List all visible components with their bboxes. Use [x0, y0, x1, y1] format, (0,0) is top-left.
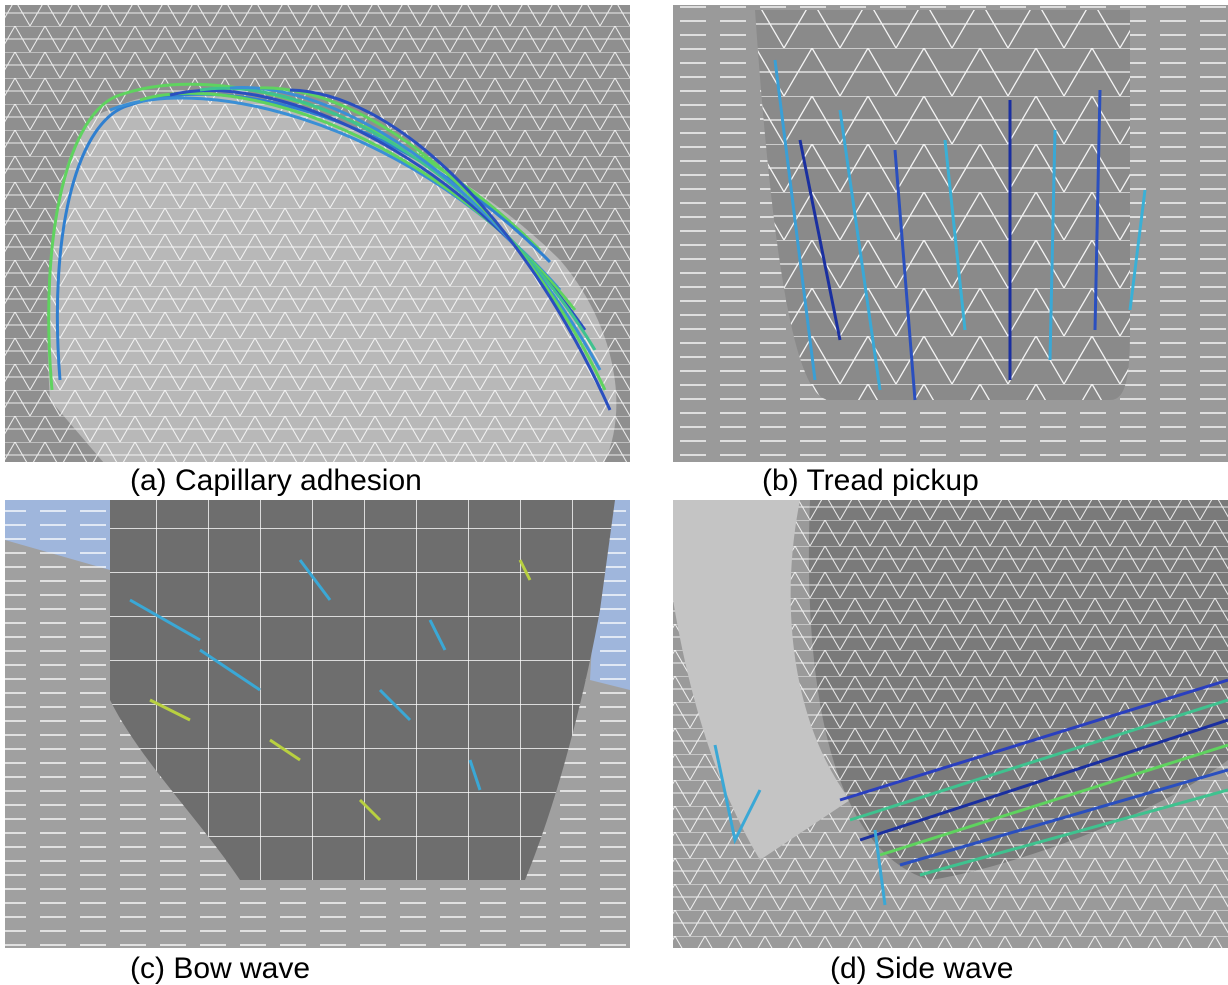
caption: (c) Bow wave — [130, 952, 310, 985]
caption: (d) Side wave — [830, 952, 1013, 985]
figure: (a) Capillary adhesion (b) Tread pickup … — [0, 0, 1228, 985]
panel-d-image — [673, 500, 1228, 948]
panel-a-image — [5, 5, 630, 470]
panel-b-image — [673, 5, 1228, 462]
caption: (b) Tread pickup — [762, 464, 979, 497]
caption: (a) Capillary adhesion — [130, 464, 422, 497]
panel-c-image — [5, 500, 630, 948]
